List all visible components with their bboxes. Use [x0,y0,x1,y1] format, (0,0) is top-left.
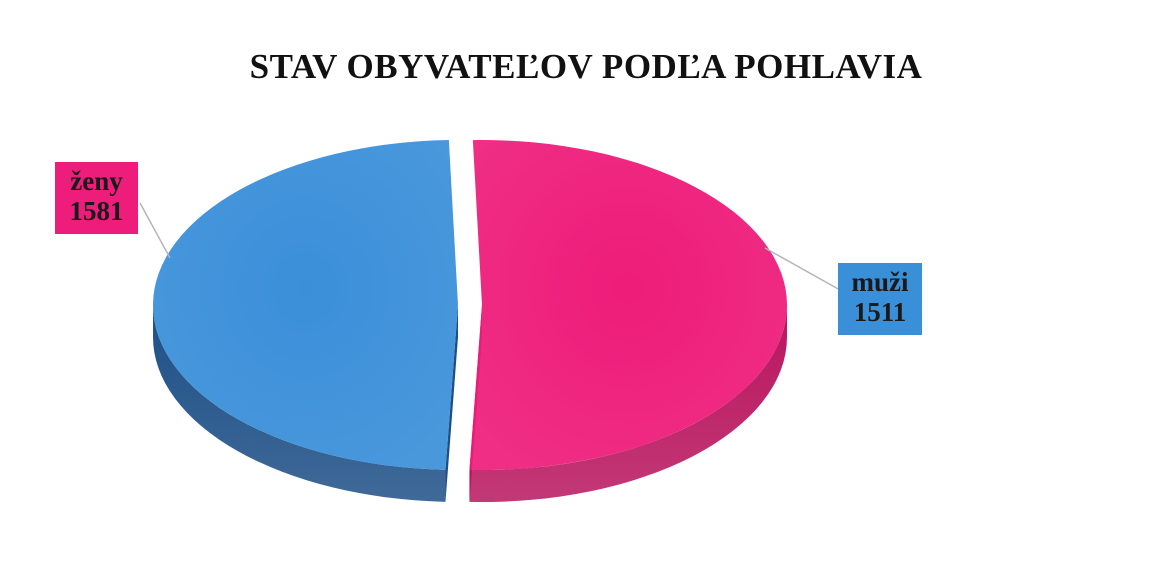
data-label-muzi-name: muži [851,267,909,297]
data-label-muzi: muži 1511 [838,263,922,335]
pie-slice-top [153,140,459,470]
pie-slice-zeny [469,140,788,503]
data-label-zeny-value: 1581 [69,196,124,226]
pie-slice-top [469,140,788,471]
leader-line-muzi [764,247,841,291]
data-label-muzi-value: 1511 [853,297,907,327]
chart-title: STAV OBYVATEĽOV PODĽA POHLAVIA [249,47,923,86]
pie-slice-cut-wall [445,304,459,502]
leader-line-zeny [139,202,171,259]
pie-slice-muzi [153,140,459,502]
pie-slice-side [469,305,787,503]
pie-slice-side [153,304,446,502]
data-label-zeny-name: ženy [70,166,123,196]
data-label-zeny: ženy 1581 [55,162,138,234]
